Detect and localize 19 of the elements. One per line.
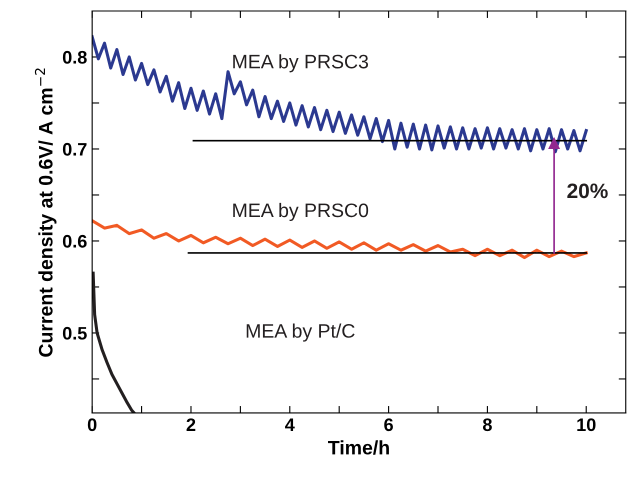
y-tick-label: 0.5 [62,326,87,340]
series-label: MEA by PRSC0 [233,202,368,222]
annotation: MEA by Pt/C [246,324,355,342]
line-series [92,35,588,154]
x-tick-label: 0 [88,418,96,432]
x-tick-label: 10 [577,418,596,432]
x-axis-title: Time/h [328,440,389,455]
annotation: 20% [567,183,608,198]
x-tick-label: 4 [285,418,295,431]
x-tick-label: 6 [384,418,393,432]
line-series [92,219,588,260]
y-tick-label: 0.6 [62,234,87,248]
y-axis-title: Current density at 0.6V/ A cm$^{−2}$ [34,68,56,357]
y-tick-label: 0.8 [62,50,87,64]
series-label: MEA by PRSC3 [233,54,368,72]
x-tick-label: 8 [482,418,492,432]
line-series [92,272,136,413]
x-tick-label: 2 [186,418,196,431]
y-tick-label: 0.7 [62,142,87,156]
